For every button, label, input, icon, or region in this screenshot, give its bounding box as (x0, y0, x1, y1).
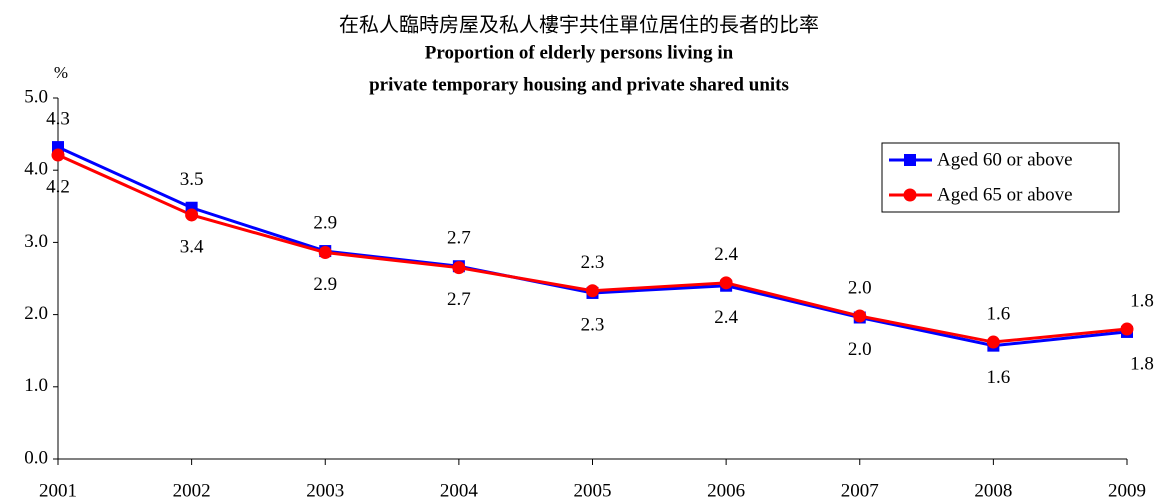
legend-box (881, 142, 1120, 213)
x-tick-label: 2005 (574, 480, 612, 501)
marker (1120, 322, 1134, 336)
x-tick-label: 2002 (173, 480, 211, 501)
chart-title: 在私人臨時房屋及私人樓宇共住單位居住的長者的比率 (339, 13, 819, 37)
legend-marker (904, 154, 916, 166)
x-tick-label: 2003 (306, 480, 344, 501)
x-tick-label: 2007 (841, 480, 879, 501)
data-label: 2.7 (447, 289, 471, 310)
marker (719, 276, 733, 290)
data-label: 3.5 (180, 169, 204, 190)
x-tick-label: 2004 (440, 480, 479, 501)
data-label: 2.3 (581, 252, 605, 273)
data-label: 3.4 (180, 236, 204, 257)
marker (586, 284, 599, 298)
y-tick-label: 0.0 (24, 447, 48, 468)
legend-label: Aged 60 or above (937, 149, 1073, 170)
y-axis-label: % (54, 63, 68, 82)
data-label: 2.0 (848, 339, 872, 360)
data-label: 2.9 (313, 212, 337, 233)
data-label: 1.6 (987, 367, 1011, 388)
chart-subtitle: Proportion of elderly persons living in (425, 42, 734, 63)
y-tick-label: 1.0 (24, 375, 48, 396)
marker (318, 246, 332, 260)
data-label: 2.3 (581, 314, 605, 335)
x-tick-label: 2001 (39, 480, 77, 501)
data-label: 4.3 (46, 108, 70, 129)
y-tick-label: 4.0 (24, 159, 48, 180)
data-label: 1.8 (1130, 353, 1154, 374)
data-label: 1.6 (987, 303, 1011, 324)
y-tick-label: 5.0 (24, 86, 48, 107)
x-tick-label: 2006 (707, 480, 745, 501)
data-label: 1.8 (1130, 290, 1154, 311)
data-label: 4.2 (46, 176, 70, 197)
marker (51, 148, 65, 162)
marker (452, 261, 466, 275)
data-label: 2.4 (714, 307, 738, 328)
x-tick-label: 2008 (974, 480, 1012, 501)
data-label: 2.4 (714, 244, 738, 265)
data-label: 2.9 (313, 274, 337, 295)
marker (986, 335, 1000, 349)
x-tick-label: 2009 (1108, 480, 1146, 501)
data-label: 2.7 (447, 228, 471, 249)
marker (185, 208, 199, 222)
legend-marker (903, 188, 917, 202)
y-tick-label: 3.0 (24, 231, 48, 252)
marker (853, 309, 867, 323)
y-tick-label: 2.0 (24, 303, 48, 324)
data-label: 2.0 (848, 277, 872, 298)
legend-label: Aged 65 or above (937, 184, 1073, 205)
chart-subtitle: private temporary housing and private sh… (369, 74, 789, 95)
